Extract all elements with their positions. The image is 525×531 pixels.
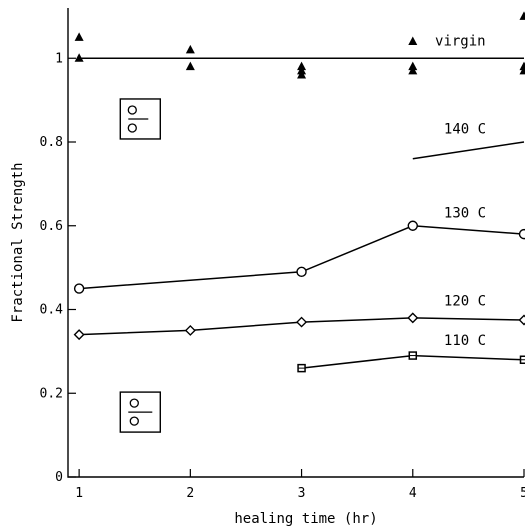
x-tick-label: 3: [298, 486, 306, 501]
labels-layer: virgin 140 C 130 C 120 C 110 C: [435, 34, 486, 349]
diamond-marker: [296, 316, 308, 328]
triangle-marker: [519, 65, 525, 75]
series-label: 110 C: [444, 333, 486, 349]
x-tick-label: 4: [409, 486, 417, 501]
series-label: virgin: [435, 34, 486, 50]
y-tick-label: 0.2: [40, 386, 63, 401]
series-label: 120 C: [444, 293, 486, 309]
y-tick-label: 0.6: [40, 219, 63, 234]
diamond-marker: [407, 312, 419, 324]
triangle-marker: [74, 32, 84, 41]
diamond-marker: [73, 329, 85, 341]
inset-circle: [129, 416, 139, 426]
x-axis-label: healing time (hr): [234, 511, 377, 527]
inset-upper: [119, 98, 161, 140]
insets-layer: [119, 98, 161, 433]
triangle-marker: [74, 53, 84, 62]
diamond-marker: [184, 324, 196, 336]
inset-circle: [129, 398, 139, 408]
triangle-marker: [185, 44, 195, 54]
triangle-marker: [519, 11, 525, 20]
inset-lower: [119, 391, 161, 433]
circle-marker: [73, 283, 85, 294]
series-line: [79, 225, 525, 290]
series-label: 140 C: [444, 122, 486, 138]
series-line: [412, 141, 525, 160]
circle-marker: [296, 266, 307, 278]
triangle-marker: [408, 65, 418, 75]
y-axis-label: Fractional Strength: [10, 162, 26, 322]
y-tick-label: 0.8: [40, 135, 63, 150]
triangle-marker: [408, 36, 418, 45]
circle-marker: [518, 228, 525, 240]
triangle-marker: [185, 61, 195, 71]
diamond-marker: [518, 314, 525, 326]
axes: 0 0.2 0.4 0.6 0.8 1 1 2 3 4 5: [40, 8, 525, 501]
markers-layer: [73, 11, 525, 373]
triangle-marker: [297, 70, 307, 79]
x-tick-label: 2: [186, 486, 194, 501]
y-tick-label: 0: [55, 470, 63, 485]
x-tick-label: 1: [75, 486, 83, 501]
x-tick-label: 5: [520, 486, 525, 501]
inset-circle: [127, 105, 137, 115]
series-label: 130 C: [444, 205, 486, 221]
circle-marker: [407, 220, 418, 231]
y-tick-label: 1: [55, 51, 63, 66]
inset-circle: [127, 123, 137, 133]
y-tick-label: 0.4: [40, 303, 64, 318]
